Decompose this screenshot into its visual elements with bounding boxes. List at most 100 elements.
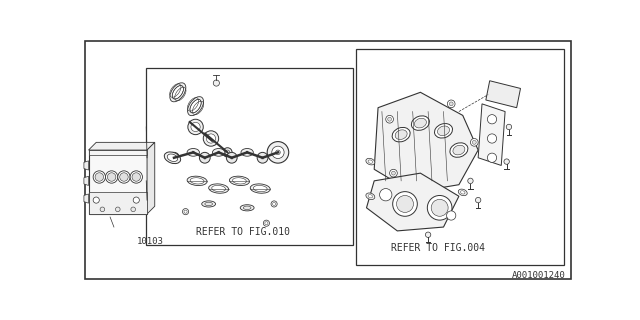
Circle shape (115, 207, 120, 212)
Ellipse shape (190, 178, 204, 184)
Text: REFER TO FIG.010: REFER TO FIG.010 (196, 228, 291, 237)
Circle shape (120, 173, 128, 181)
Ellipse shape (212, 148, 225, 156)
Polygon shape (84, 194, 88, 203)
Text: REFER TO FIG.004: REFER TO FIG.004 (391, 243, 485, 253)
Circle shape (488, 134, 497, 143)
Circle shape (131, 207, 136, 212)
Ellipse shape (230, 176, 250, 186)
Ellipse shape (395, 130, 407, 140)
Circle shape (390, 169, 397, 177)
Ellipse shape (164, 152, 180, 164)
Ellipse shape (187, 176, 207, 186)
Ellipse shape (458, 189, 467, 196)
Ellipse shape (232, 178, 246, 184)
Circle shape (191, 122, 200, 132)
Circle shape (263, 220, 269, 226)
Ellipse shape (366, 158, 375, 165)
Ellipse shape (253, 185, 267, 192)
Ellipse shape (453, 145, 465, 155)
Circle shape (431, 199, 448, 216)
Circle shape (470, 139, 478, 146)
Circle shape (447, 100, 455, 108)
Circle shape (200, 152, 210, 163)
Circle shape (93, 197, 99, 203)
Circle shape (386, 116, 394, 123)
Circle shape (184, 210, 187, 213)
Circle shape (424, 185, 432, 192)
Text: 10103: 10103 (137, 237, 164, 246)
Circle shape (132, 173, 141, 181)
Ellipse shape (461, 191, 465, 194)
Circle shape (449, 102, 453, 106)
Bar (356, 49, 564, 265)
Ellipse shape (368, 195, 372, 198)
Polygon shape (84, 161, 88, 170)
Circle shape (188, 119, 204, 135)
Circle shape (257, 152, 268, 163)
Ellipse shape (188, 97, 204, 116)
Polygon shape (88, 150, 147, 214)
Circle shape (223, 148, 232, 157)
Circle shape (108, 173, 116, 181)
Ellipse shape (368, 160, 372, 163)
Ellipse shape (241, 148, 253, 156)
Circle shape (93, 171, 106, 183)
Circle shape (130, 171, 143, 183)
Circle shape (204, 131, 219, 146)
Circle shape (225, 150, 230, 155)
Circle shape (182, 209, 189, 215)
Circle shape (468, 178, 473, 184)
Circle shape (426, 232, 431, 237)
Polygon shape (147, 142, 155, 214)
Circle shape (227, 152, 237, 163)
Circle shape (388, 117, 392, 121)
Ellipse shape (250, 184, 270, 193)
Polygon shape (486, 81, 520, 108)
Ellipse shape (167, 154, 178, 162)
Polygon shape (88, 150, 147, 156)
Ellipse shape (438, 126, 449, 136)
Circle shape (504, 159, 509, 164)
Circle shape (273, 203, 276, 205)
Circle shape (210, 139, 214, 143)
Circle shape (392, 171, 396, 175)
Circle shape (476, 197, 481, 203)
Circle shape (213, 80, 220, 86)
Ellipse shape (212, 185, 225, 192)
Circle shape (271, 201, 277, 207)
Ellipse shape (170, 83, 186, 102)
Circle shape (506, 124, 511, 130)
Ellipse shape (243, 206, 251, 210)
Bar (88, 192, 147, 214)
Circle shape (106, 171, 118, 183)
Polygon shape (374, 92, 478, 192)
Circle shape (206, 134, 216, 143)
Bar (147, 68, 353, 245)
Circle shape (267, 141, 289, 163)
Ellipse shape (172, 85, 184, 99)
Circle shape (472, 140, 476, 144)
Ellipse shape (272, 148, 284, 156)
Circle shape (133, 197, 140, 203)
Ellipse shape (202, 201, 216, 207)
Ellipse shape (209, 184, 228, 193)
Ellipse shape (414, 118, 426, 128)
Circle shape (428, 196, 452, 220)
Circle shape (265, 222, 268, 225)
Circle shape (488, 115, 497, 124)
Circle shape (380, 188, 392, 201)
Ellipse shape (366, 193, 375, 200)
Circle shape (100, 207, 105, 212)
Polygon shape (478, 104, 505, 165)
Circle shape (118, 171, 130, 183)
Circle shape (447, 211, 456, 220)
Polygon shape (367, 173, 459, 231)
Circle shape (276, 150, 280, 155)
Ellipse shape (412, 116, 429, 130)
Circle shape (397, 196, 413, 212)
Circle shape (272, 146, 284, 158)
Circle shape (168, 152, 179, 163)
Ellipse shape (187, 148, 200, 156)
Polygon shape (84, 176, 88, 186)
